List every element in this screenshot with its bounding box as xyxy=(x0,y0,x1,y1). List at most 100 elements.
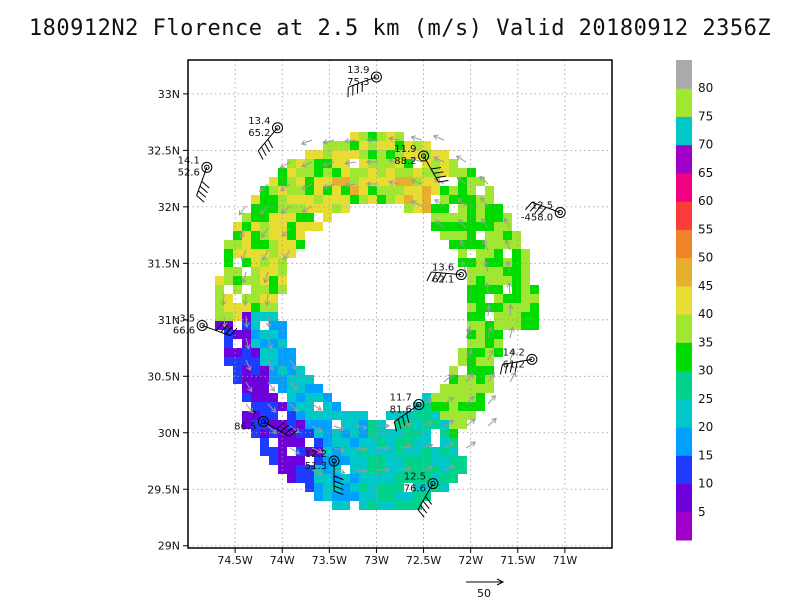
wind-cell xyxy=(224,240,233,249)
wind-cell xyxy=(395,492,404,501)
wind-cell xyxy=(260,411,269,420)
wind-vector-head xyxy=(432,134,439,140)
wind-cell xyxy=(476,240,485,249)
wind-cell xyxy=(350,420,359,429)
station-label-bottom: 61.2 xyxy=(503,359,525,370)
wind-cell xyxy=(431,465,440,474)
wind-vector xyxy=(267,381,275,392)
wind-cell xyxy=(269,393,278,402)
wind-cell xyxy=(377,474,386,483)
wind-vector xyxy=(245,403,254,414)
station-label-top: 13.4 xyxy=(248,116,270,127)
wind-cell xyxy=(458,402,467,411)
wind-cell xyxy=(341,186,350,195)
wind-vector xyxy=(509,327,514,339)
wind-barb-feather xyxy=(267,139,274,149)
wind-cell xyxy=(260,303,269,312)
wind-cell xyxy=(260,429,269,438)
wind-cell xyxy=(521,258,530,267)
wind-cell xyxy=(296,186,305,195)
wind-vector-head xyxy=(300,139,307,146)
wind-cell xyxy=(242,222,251,231)
wind-cell xyxy=(350,456,359,465)
station-dot xyxy=(430,480,436,487)
wind-cell xyxy=(467,402,476,411)
wind-vector-head xyxy=(447,374,453,380)
wind-vector xyxy=(239,227,247,238)
wind-cell xyxy=(233,348,242,357)
wind-cell xyxy=(386,186,395,195)
wind-vector xyxy=(267,425,277,434)
lat-label: 31.5N xyxy=(147,257,180,270)
wind-vector-head xyxy=(384,444,390,451)
wind-cell xyxy=(215,312,224,321)
wind-cell xyxy=(440,204,449,213)
lon-label: 74W xyxy=(270,554,295,567)
wind-cell xyxy=(251,204,260,213)
wind-vector-head xyxy=(448,397,454,403)
wind-cell xyxy=(359,195,368,204)
wind-cell xyxy=(350,168,359,177)
station-marker: ?86.5 xyxy=(234,409,298,437)
wind-cell xyxy=(296,420,305,429)
wind-vector xyxy=(311,403,322,411)
wind-cell xyxy=(269,231,278,240)
wind-cell xyxy=(251,312,260,321)
wind-cell xyxy=(485,339,494,348)
wind-cell xyxy=(467,168,476,177)
wind-cell xyxy=(269,420,278,429)
wind-vector xyxy=(261,227,269,238)
wind-vector-head xyxy=(239,232,245,239)
wind-cell xyxy=(350,474,359,483)
wind-cell xyxy=(215,285,224,294)
wind-cell xyxy=(377,501,386,510)
lon-label: 71.5W xyxy=(500,554,535,567)
wind-vector xyxy=(333,469,345,474)
wind-cell xyxy=(287,222,296,231)
wind-vector xyxy=(301,139,313,145)
wind-cell xyxy=(269,366,278,375)
wind-cell xyxy=(422,402,431,411)
wind-vector xyxy=(465,350,473,361)
wind-cell xyxy=(251,393,260,402)
wind-cell xyxy=(332,501,341,510)
wind-cell xyxy=(296,168,305,177)
wind-cell xyxy=(476,330,485,339)
wind-cell xyxy=(476,348,485,357)
wind-cell xyxy=(287,159,296,168)
wind-vector-head xyxy=(483,260,489,267)
colorbar-segment xyxy=(676,342,692,372)
wind-vector-head xyxy=(388,179,394,186)
wind-cell xyxy=(287,465,296,474)
wind-cell xyxy=(287,195,296,204)
wind-vector-head xyxy=(340,468,346,475)
wind-cell xyxy=(431,150,440,159)
wind-vector-head xyxy=(406,443,412,450)
wind-cell xyxy=(350,411,359,420)
wind-cell xyxy=(269,312,278,321)
wind-vector-head xyxy=(241,278,248,284)
wind-cell xyxy=(494,285,503,294)
wind-vector xyxy=(457,198,467,207)
wind-cell xyxy=(350,141,359,150)
wind-vector-head xyxy=(455,155,462,161)
wind-cell xyxy=(476,285,485,294)
wind-cell xyxy=(377,150,386,159)
wind-vector xyxy=(223,315,226,328)
wind-cell xyxy=(467,276,476,285)
wind-cell xyxy=(413,483,422,492)
wind-cell xyxy=(269,249,278,258)
wind-cell xyxy=(449,402,458,411)
wind-vector xyxy=(484,261,489,273)
wind-cell xyxy=(386,465,395,474)
wind-cell xyxy=(350,447,359,456)
wind-cell xyxy=(440,384,449,393)
wind-vector-head xyxy=(292,385,298,391)
wind-barb-feather xyxy=(197,190,207,198)
wind-cell xyxy=(449,240,458,249)
wind-cell xyxy=(287,384,296,393)
wind-cell xyxy=(467,267,476,276)
wind-cell xyxy=(332,186,341,195)
wind-cell xyxy=(440,474,449,483)
wind-vector-head xyxy=(279,163,286,169)
